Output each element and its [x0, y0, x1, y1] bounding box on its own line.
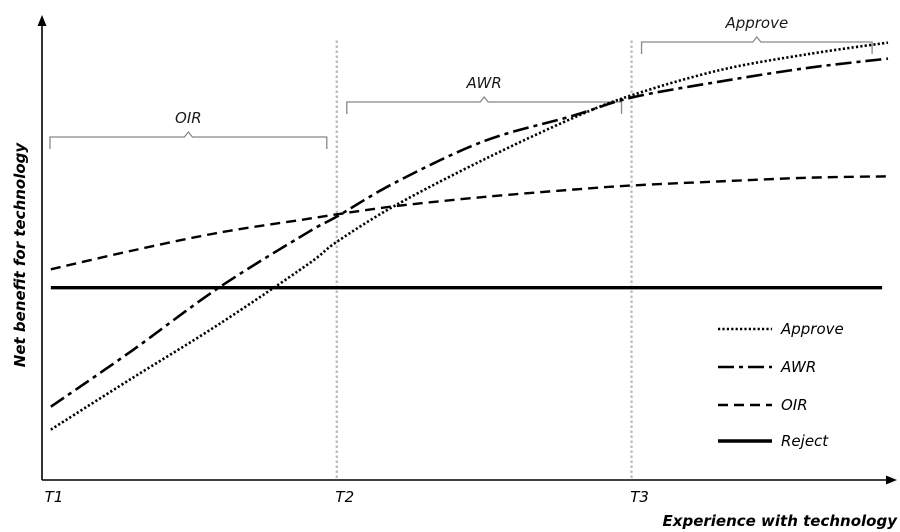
x-tick-t2: T2 — [335, 488, 354, 506]
series-lines — [50, 41, 889, 431]
legend-label-oir: OIR — [781, 396, 808, 414]
y-axis-arrow — [37, 15, 47, 26]
x-tick-labels: T1 T2 T3 — [45, 488, 649, 506]
x-tick-t3: T3 — [630, 488, 649, 506]
brace-label-approve: Approve — [724, 14, 788, 32]
x-tick-t1: T1 — [45, 488, 64, 506]
legend-label-awr: AWR — [780, 358, 816, 376]
y-axis-title: Net benefit for technology — [11, 142, 29, 368]
brace-label-oir: OIR — [175, 109, 202, 127]
series-awr-line — [50, 57, 889, 408]
series-oir-line — [50, 175, 889, 271]
brace-oir — [49, 130, 328, 149]
x-axis-title: Experience with technology — [663, 512, 899, 530]
threshold-lines — [335, 40, 633, 478]
legend-label-approve: Approve — [780, 320, 844, 338]
region-braces: OIR AWR Approve — [49, 14, 873, 149]
axes — [37, 15, 897, 485]
series-approve-line — [50, 41, 889, 431]
legend: Approve AWR OIR Reject — [718, 320, 844, 450]
brace-awr — [346, 95, 623, 114]
legend-label-reject: Reject — [781, 432, 829, 450]
x-axis-arrow — [886, 475, 897, 485]
brace-approve — [640, 35, 873, 54]
brace-label-awr: AWR — [466, 74, 502, 92]
